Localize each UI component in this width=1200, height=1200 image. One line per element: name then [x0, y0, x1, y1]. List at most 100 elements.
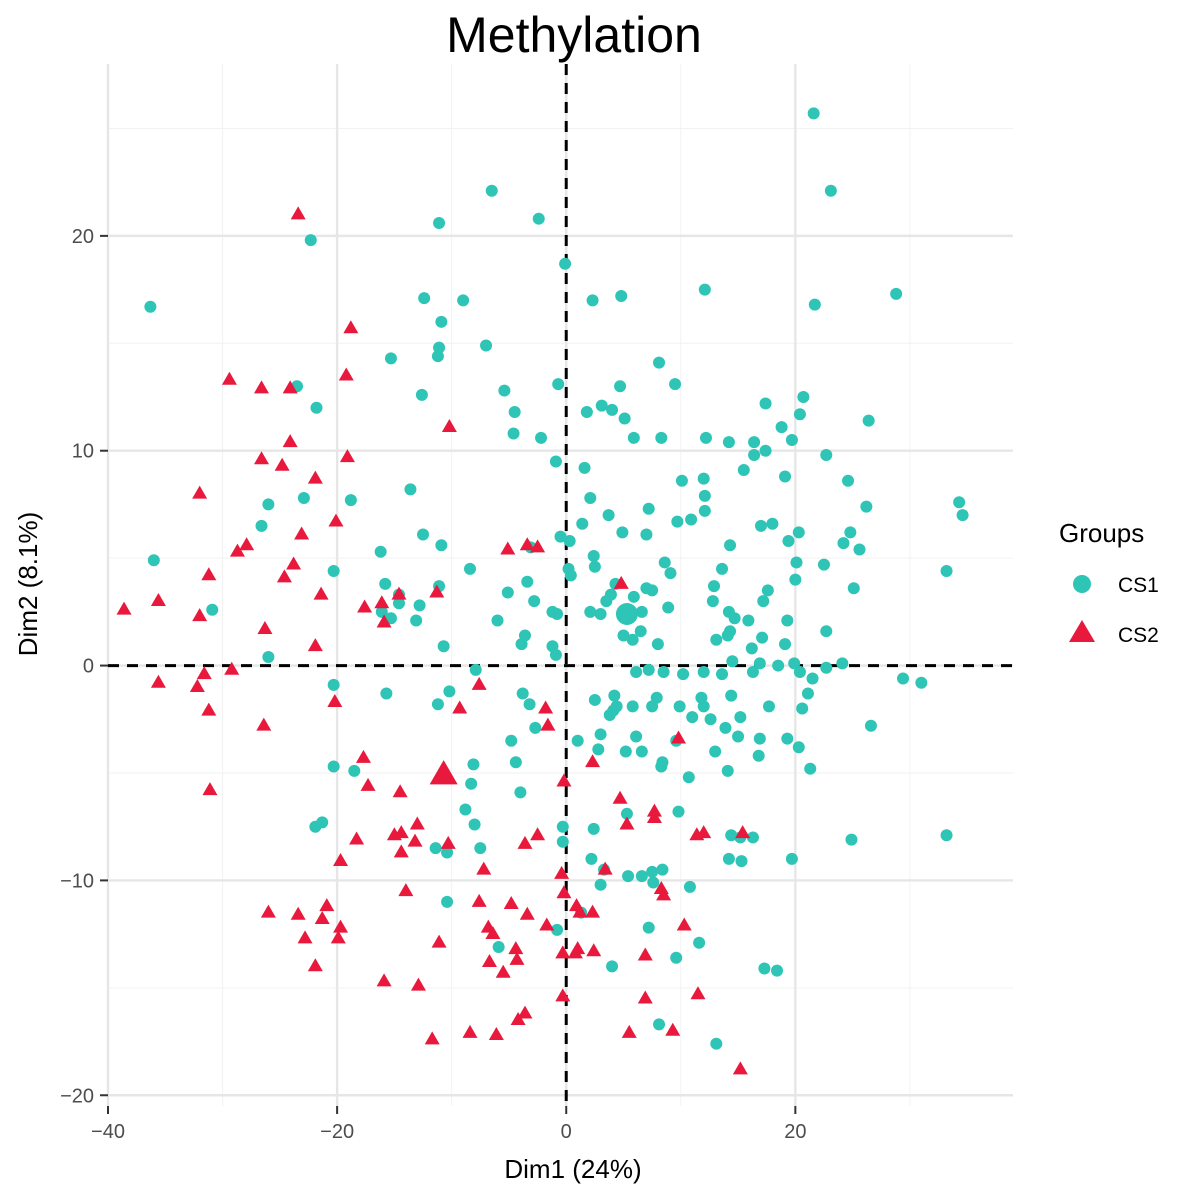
- point-cs2: [519, 906, 535, 920]
- legend-key-cs1: [1073, 575, 1091, 593]
- y-axis-label: Dim2 (8.1%): [13, 512, 43, 656]
- point-cs2: [313, 586, 329, 600]
- point-cs1: [746, 666, 759, 679]
- point-cs2: [538, 700, 554, 714]
- point-cs1: [745, 642, 758, 655]
- point-cs1: [592, 743, 605, 756]
- point-cs1: [677, 668, 690, 681]
- x-tick-label: 20: [784, 1121, 806, 1143]
- point-cs2: [570, 941, 586, 955]
- point-cs2: [690, 986, 706, 1000]
- point-cs1: [801, 687, 814, 700]
- point-cs1: [662, 601, 675, 614]
- point-cs1: [469, 663, 482, 676]
- point-cs1: [807, 107, 820, 120]
- point-cs1: [564, 569, 577, 582]
- point-cs1: [847, 582, 860, 595]
- point-cs2: [519, 537, 535, 551]
- point-cs1: [507, 427, 520, 440]
- x-tick-label: −20: [320, 1121, 354, 1143]
- point-cs1: [746, 831, 759, 844]
- point-cs1: [836, 657, 849, 670]
- point-cs1: [147, 554, 160, 567]
- point-cs2: [224, 661, 240, 675]
- point-cs1: [492, 941, 505, 954]
- point-cs1: [698, 504, 711, 517]
- point-cs1: [657, 666, 670, 679]
- point-cs1: [709, 745, 722, 758]
- point-cs2: [276, 569, 292, 583]
- point-cs1: [640, 528, 653, 541]
- point-cs2: [554, 865, 570, 879]
- point-cs1: [485, 184, 498, 197]
- point-cs1: [635, 870, 648, 883]
- point-cs1: [464, 562, 476, 575]
- point-cs2: [330, 930, 346, 944]
- point-cs1: [602, 509, 615, 522]
- x-tick-label: 0: [561, 1121, 572, 1143]
- point-cs1: [491, 614, 504, 627]
- point-cs2: [150, 674, 166, 688]
- point-cs2: [440, 835, 456, 849]
- point-cs1: [797, 391, 810, 404]
- point-cs1: [753, 657, 766, 670]
- point-cs1: [435, 539, 448, 552]
- point-cs1: [509, 756, 522, 769]
- point-cs1: [792, 526, 805, 539]
- point-cs1: [474, 842, 487, 855]
- chart-title: Methylation: [446, 7, 702, 63]
- point-cs1: [443, 685, 456, 698]
- point-cs1: [380, 687, 393, 700]
- point-cs1: [508, 406, 521, 419]
- point-cs2: [485, 926, 501, 940]
- point-cs1: [757, 595, 770, 608]
- point-cs2: [338, 367, 354, 381]
- point-cs1: [580, 406, 593, 419]
- point-cs1: [664, 567, 677, 580]
- point-cs1: [771, 964, 784, 977]
- point-cs1: [864, 719, 877, 732]
- point-cs1: [651, 638, 664, 651]
- point-cs1: [779, 470, 792, 483]
- point-cs1: [710, 1037, 723, 1050]
- point-cs1: [686, 711, 699, 724]
- data-points: [116, 107, 969, 1075]
- point-cs1: [781, 732, 794, 745]
- point-cs1: [710, 633, 723, 646]
- point-cs2: [192, 485, 208, 499]
- point-cs1: [752, 749, 765, 762]
- point-cs1: [698, 489, 711, 502]
- point-cs1: [344, 494, 357, 507]
- point-cs1: [535, 431, 548, 444]
- point-cs2: [500, 541, 516, 555]
- point-cs2: [597, 861, 613, 875]
- point-cs2: [431, 934, 447, 948]
- point-cs1: [716, 668, 729, 681]
- point-cs1: [431, 698, 444, 711]
- point-cs1: [622, 870, 635, 883]
- point-cs1: [642, 921, 655, 934]
- point-cs1: [734, 711, 747, 724]
- point-cs2: [290, 906, 306, 920]
- point-cs1: [327, 565, 340, 578]
- point-cs2: [503, 895, 519, 909]
- point-cs2: [349, 831, 365, 845]
- point-cs1: [316, 816, 329, 829]
- point-cs2: [333, 919, 349, 933]
- point-cs1: [515, 638, 528, 651]
- point-cs2: [509, 951, 525, 965]
- point-cs2: [339, 449, 355, 463]
- point-cs2: [260, 904, 276, 918]
- point-cs1: [606, 403, 619, 416]
- point-cs1: [588, 560, 601, 573]
- point-cs1: [413, 599, 426, 612]
- point-cs2: [392, 784, 408, 798]
- point-cs1: [724, 625, 737, 638]
- point-cs1: [953, 496, 966, 509]
- point-cs1: [620, 807, 633, 820]
- point-cs1: [374, 545, 387, 558]
- point-cs1: [585, 852, 598, 865]
- point-cs1: [897, 672, 910, 685]
- point-cs1: [785, 433, 798, 446]
- point-cs2: [471, 676, 487, 690]
